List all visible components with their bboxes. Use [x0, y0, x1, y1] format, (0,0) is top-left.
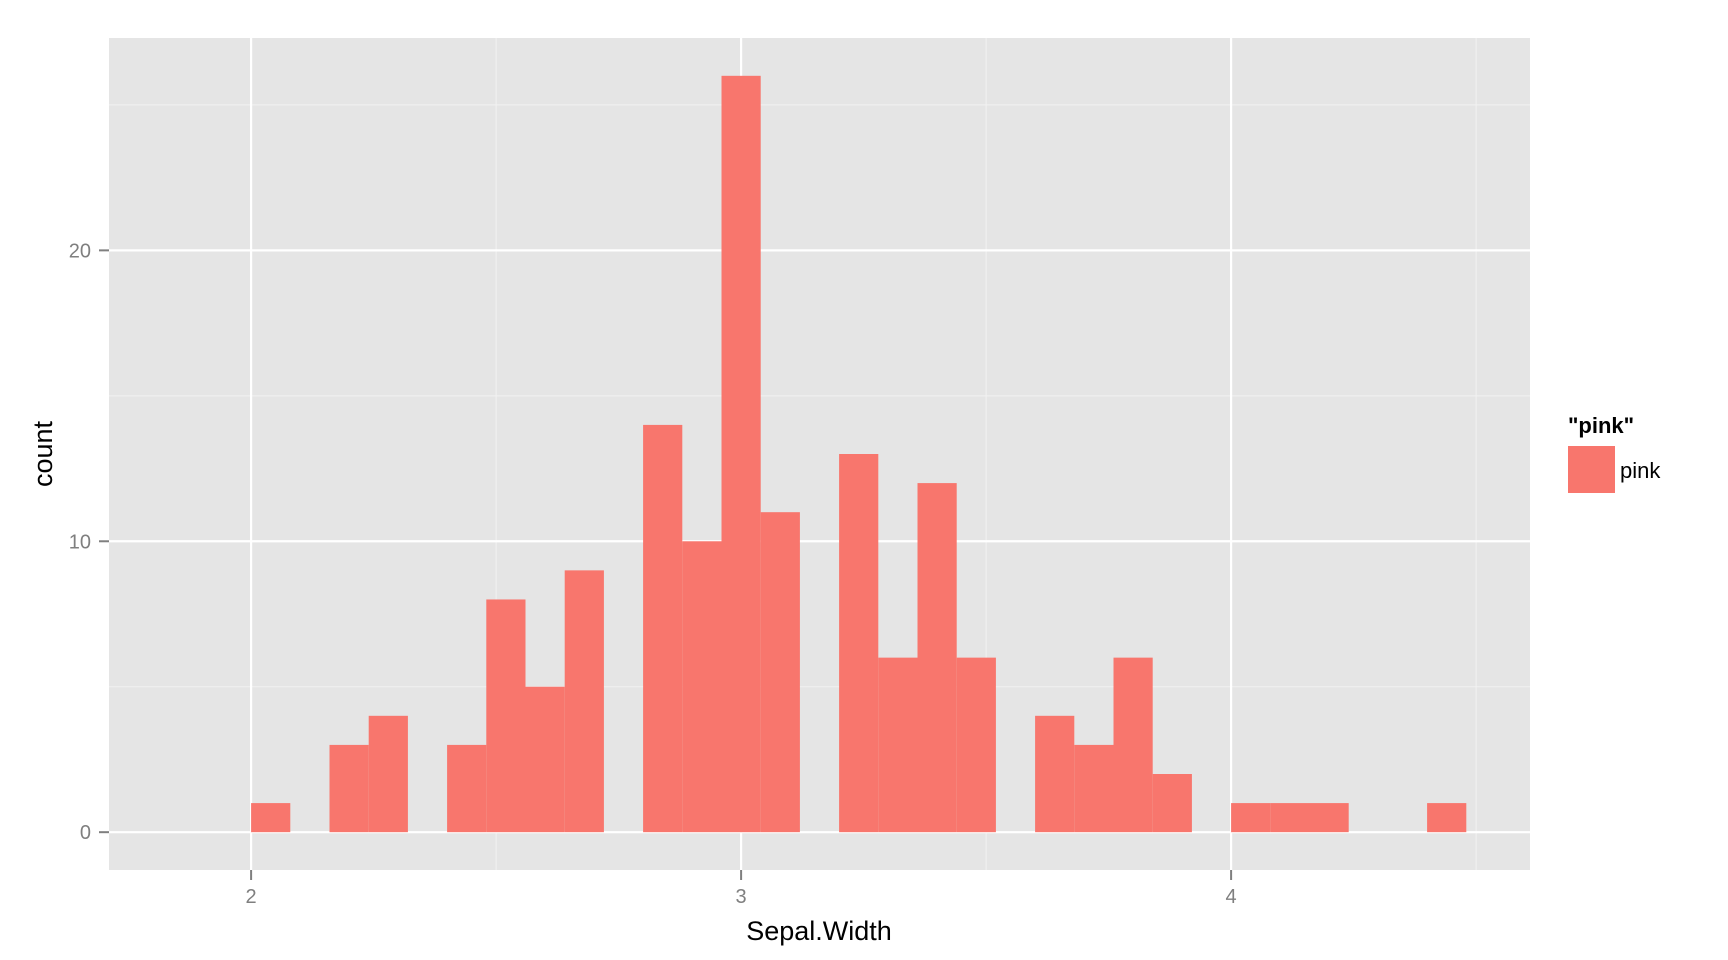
x-axis: 2 3 4: [246, 870, 1237, 908]
histogram-bar-19: [1231, 803, 1271, 833]
y-tick-label-20: 20: [69, 240, 91, 262]
histogram-bar-8: [682, 541, 722, 833]
histogram-bar-16: [1074, 744, 1114, 833]
x-tick-label-2: 2: [246, 886, 257, 908]
y-tick-label-10: 10: [69, 531, 91, 553]
histogram-bar-12: [878, 657, 918, 833]
x-tick-label-3: 3: [736, 886, 747, 908]
histogram-bar-7: [643, 424, 683, 833]
histogram-bar-5: [525, 686, 565, 833]
histogram-bar-9: [721, 75, 761, 833]
histogram-bar-1: [329, 744, 369, 833]
x-tick-label-4: 4: [1226, 886, 1237, 908]
legend-label-pink: pink: [1620, 458, 1661, 483]
histogram-bar-11: [839, 454, 879, 833]
histogram-bar-0: [251, 803, 291, 833]
legend: "pink" pink: [1568, 413, 1661, 493]
histogram-bar-6: [564, 570, 604, 833]
x-axis-title: Sepal.Width: [746, 916, 892, 946]
histogram-bar-4: [486, 599, 526, 833]
histogram-bar-22: [1427, 803, 1467, 833]
minor-grid: [109, 38, 1530, 870]
y-tick-label-0: 0: [80, 822, 91, 844]
histogram-bars: [251, 75, 1467, 833]
histogram-bar-14: [956, 657, 996, 833]
y-axis: 0 10 20: [69, 240, 109, 844]
histogram-bar-20: [1270, 803, 1310, 833]
histogram-bar-15: [1035, 715, 1075, 833]
histogram-bar-2: [368, 715, 408, 833]
histogram-bar-10: [760, 512, 800, 833]
histogram-bar-18: [1152, 774, 1192, 833]
legend-key-pink: [1568, 446, 1615, 493]
plot-panel: [109, 38, 1530, 870]
histogram-bar-21: [1309, 803, 1349, 833]
y-axis-title: count: [28, 420, 58, 487]
legend-title: "pink": [1568, 413, 1634, 438]
histogram-bar-3: [447, 744, 487, 833]
histogram-bar-13: [917, 483, 957, 833]
histogram-bar-17: [1113, 657, 1153, 833]
